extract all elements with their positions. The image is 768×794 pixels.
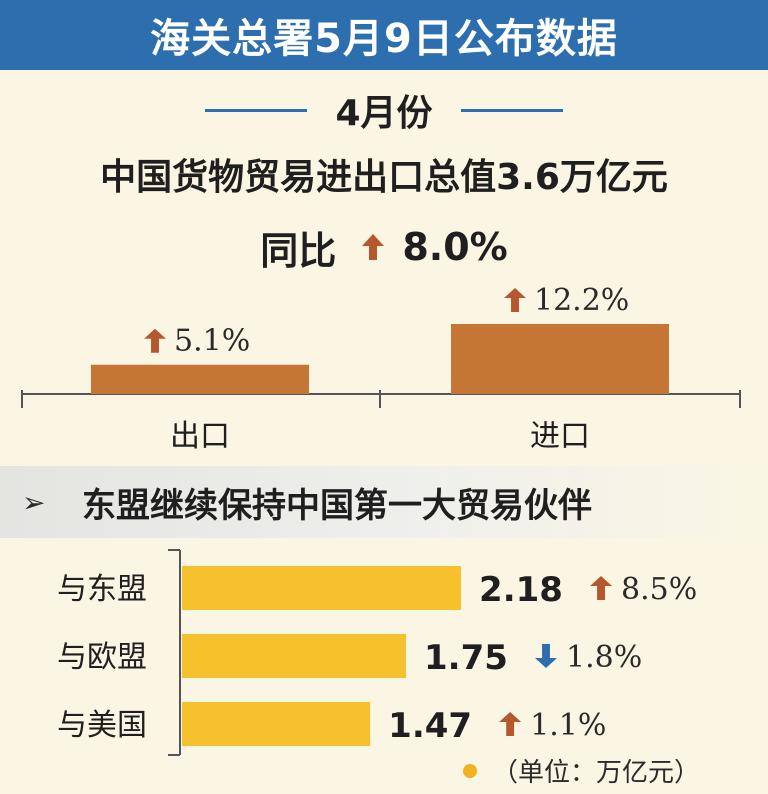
yoy-label: 同比: [260, 228, 337, 273]
arrow-up-icon: [144, 328, 166, 353]
legend-dot-icon: [463, 764, 477, 778]
header-banner: 海关总署5月9日公布数据: [0, 0, 768, 70]
arrow-up-icon: [499, 712, 522, 736]
bar-import: [451, 324, 669, 394]
arrowhead-bullet-icon: ➢: [22, 485, 46, 519]
bar-export: [91, 364, 309, 394]
partner-change: 8.5%: [621, 572, 697, 607]
trade-partner-chart: 与东盟 2.18 8.5% 与欧盟 1.75 1.8% 与美国 1.47 1.1% （单位：万亿元…: [57, 549, 700, 788]
trade-growth-chart: 5.1% 出口 12.2% 进口: [21, 283, 741, 454]
partner-bar: [182, 702, 371, 746]
value-label: 12.2%: [534, 283, 629, 318]
summary-headline: 中国货物贸易进出口总值3.6万亿元: [100, 157, 668, 198]
arrow-up-icon: [504, 288, 526, 312]
unit-legend: （单位：万亿元）: [492, 758, 700, 788]
yoy-value: 8.0%: [402, 225, 508, 269]
partner-value: 2.18: [479, 570, 563, 610]
arrow-down-icon: [535, 644, 557, 668]
arrow-up-icon: [362, 234, 385, 260]
partner-change: 1.1%: [530, 708, 606, 743]
divider-left: [205, 108, 308, 112]
period-row: 4月份: [0, 82, 768, 138]
value-label: 5.1%: [174, 324, 250, 359]
partner-bar: [182, 634, 406, 678]
yoy-row: 同比 8.0%: [0, 220, 768, 274]
partner-label: 与欧盟: [57, 640, 147, 675]
partner-change: 1.8%: [566, 640, 642, 675]
partner-value: 1.47: [388, 706, 472, 746]
period-label: 4月份: [335, 93, 433, 134]
category-label: 出口: [170, 419, 230, 454]
partner-label: 与美国: [57, 708, 147, 743]
header-title: 海关总署5月9日公布数据: [150, 16, 618, 62]
partner-label: 与东盟: [57, 572, 147, 607]
section-header: ➢ 东盟继续保持中国第一大贸易伙伴: [0, 466, 768, 538]
arrow-up-icon: [590, 576, 613, 600]
section-title: 东盟继续保持中国第一大贸易伙伴: [82, 485, 592, 526]
partner-value: 1.75: [424, 638, 508, 678]
partner-bar: [182, 566, 462, 610]
category-label: 进口: [530, 419, 590, 454]
divider-right: [460, 108, 563, 112]
